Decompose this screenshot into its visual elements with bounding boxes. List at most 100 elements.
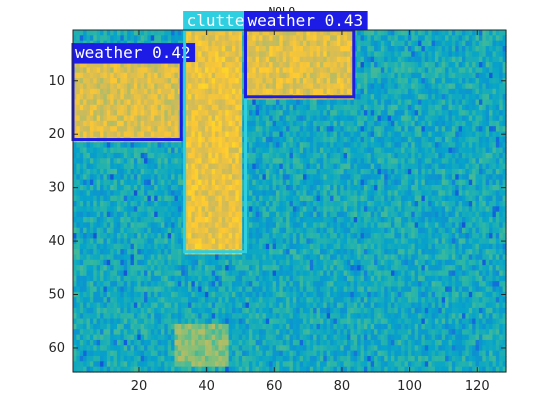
heatmap-cell — [150, 35, 155, 42]
heatmap-cell — [343, 62, 348, 68]
heatmap-cell — [428, 158, 433, 165]
heatmap-cell — [228, 222, 233, 229]
heatmap-cell — [164, 99, 169, 106]
heatmap-cell — [133, 190, 138, 197]
heatmap-cell — [137, 120, 142, 127]
heatmap-cell — [137, 158, 142, 165]
heatmap-cell — [462, 190, 466, 197]
heatmap-cell — [323, 56, 328, 63]
heatmap-cell — [228, 131, 233, 138]
heatmap-cell — [451, 184, 456, 191]
heatmap-cell — [113, 142, 118, 149]
heatmap-cell — [133, 142, 138, 149]
heatmap-cell — [73, 201, 77, 207]
heatmap-cell — [140, 168, 145, 175]
heatmap-cell — [394, 179, 399, 186]
heatmap-cell — [76, 62, 81, 68]
heatmap-cell — [455, 142, 460, 149]
heatmap-cell — [86, 238, 91, 245]
heatmap-cell — [495, 120, 500, 127]
heatmap-cell — [89, 30, 94, 36]
heatmap-cell — [296, 217, 301, 223]
heatmap-cell — [238, 67, 243, 74]
heatmap-cell — [353, 190, 358, 197]
heatmap-cell — [384, 115, 389, 122]
heatmap-cell — [218, 78, 223, 85]
heatmap-cell — [434, 115, 439, 122]
heatmap-cell — [397, 115, 402, 122]
heatmap-cell — [123, 206, 128, 213]
heatmap-cell — [438, 131, 443, 138]
heatmap-cell — [455, 163, 460, 170]
heatmap-cell — [424, 163, 429, 170]
heatmap-cell — [228, 195, 233, 202]
heatmap-cell — [123, 179, 128, 186]
heatmap-cell — [262, 62, 267, 68]
heatmap-cell — [401, 94, 406, 101]
heatmap-cell — [451, 131, 456, 138]
heatmap-cell — [407, 136, 412, 143]
heatmap-cell — [428, 195, 433, 202]
heatmap-cell — [171, 222, 176, 229]
heatmap-cell — [492, 206, 497, 213]
heatmap-cell — [157, 233, 162, 239]
heatmap-cell — [147, 94, 152, 101]
heatmap-cell — [235, 206, 240, 213]
heatmap-cell — [211, 142, 216, 149]
heatmap-cell — [384, 222, 389, 229]
heatmap-cell — [363, 131, 368, 138]
heatmap-cell — [228, 174, 233, 181]
heatmap-cell — [451, 46, 456, 52]
heatmap-cell — [262, 158, 267, 165]
heatmap-cell — [465, 120, 470, 127]
heatmap-cell — [164, 227, 169, 234]
heatmap-cell — [194, 56, 199, 63]
heatmap-cell — [401, 131, 406, 138]
heatmap-cell — [340, 104, 345, 111]
heatmap-cell — [140, 67, 145, 74]
heatmap-cell — [255, 168, 260, 175]
heatmap-cell — [343, 126, 348, 133]
heatmap-cell — [309, 222, 314, 229]
heatmap-cell — [198, 190, 203, 197]
heatmap-cell — [387, 142, 392, 149]
heatmap-cell — [228, 206, 233, 213]
heatmap-cell — [171, 179, 176, 186]
heatmap-cell — [130, 190, 135, 197]
heatmap-cell — [171, 184, 176, 191]
heatmap-cell — [208, 115, 213, 122]
heatmap-cell — [394, 110, 399, 117]
heatmap-cell — [468, 147, 473, 154]
heatmap-cell — [401, 195, 406, 202]
heatmap-cell — [485, 152, 490, 159]
heatmap-cell — [360, 211, 365, 218]
heatmap-cell — [269, 88, 274, 95]
heatmap-cell — [347, 195, 351, 202]
heatmap-cell — [363, 67, 368, 74]
heatmap-cell — [79, 190, 84, 197]
heatmap-cell — [76, 233, 81, 239]
heatmap-cell — [93, 163, 98, 170]
heatmap-cell — [333, 163, 338, 170]
heatmap-cell — [445, 174, 450, 181]
heatmap-cell — [380, 126, 385, 133]
heatmap-cell — [465, 136, 470, 143]
heatmap-cell — [343, 184, 348, 191]
heatmap-cell — [103, 115, 108, 122]
heatmap-cell — [201, 233, 206, 239]
heatmap-cell — [225, 88, 230, 95]
heatmap-cell — [363, 110, 368, 117]
heatmap-cell — [299, 142, 304, 149]
heatmap-cell — [424, 152, 429, 159]
heatmap-cell — [292, 184, 297, 191]
heatmap-cell — [96, 158, 101, 165]
heatmap-cell — [428, 67, 433, 74]
heatmap-cell — [157, 227, 162, 234]
heatmap-cell — [116, 206, 121, 213]
heatmap-cell — [421, 222, 426, 229]
heatmap-cell — [292, 30, 297, 36]
heatmap-cell — [326, 35, 331, 42]
heatmap-cell — [458, 46, 463, 52]
heatmap-cell — [367, 174, 372, 181]
heatmap-cell — [468, 206, 473, 213]
